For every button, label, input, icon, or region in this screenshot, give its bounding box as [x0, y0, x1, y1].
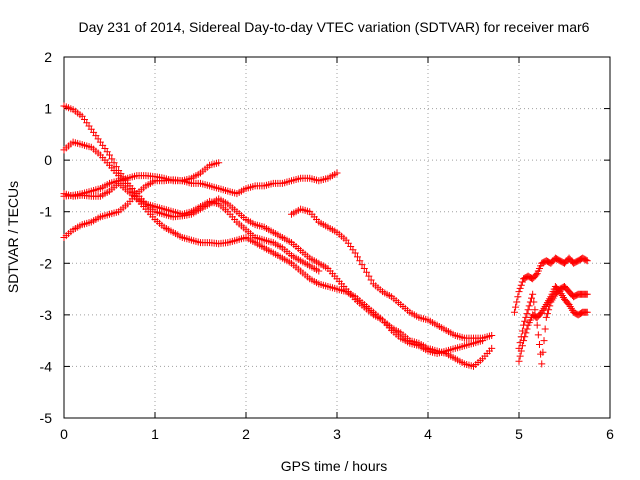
data-point: [106, 151, 113, 159]
y-tick-label: -3: [40, 307, 53, 323]
series-track-e: [60, 169, 341, 241]
data-point: [525, 302, 533, 310]
data-point: [110, 159, 118, 167]
data-point: [488, 331, 496, 339]
data-point: [532, 313, 540, 321]
data-point: [535, 341, 543, 349]
data-point: [356, 257, 364, 265]
data-point: [112, 163, 120, 171]
data-point: [515, 357, 523, 365]
series-track-i: [515, 282, 591, 368]
data-point: [513, 298, 521, 306]
x-tick-label: 0: [60, 426, 68, 442]
data-point: [538, 360, 546, 368]
data-point: [522, 313, 530, 321]
series-group: [60, 102, 591, 370]
data-point: [546, 302, 554, 310]
x-tick-label: 1: [151, 426, 159, 442]
x-tick-label: 6: [606, 426, 614, 442]
data-point: [517, 281, 525, 289]
data-point: [518, 278, 526, 286]
data-point: [516, 284, 524, 292]
data-point: [534, 331, 542, 339]
y-axis-ticks: -5 -4 -3 -2 -1 0 1 2: [40, 49, 610, 426]
y-tick-label: -5: [40, 410, 53, 426]
data-point: [545, 306, 553, 314]
data-point: [521, 317, 529, 325]
data-point: [541, 325, 549, 333]
data-point: [108, 155, 116, 163]
data-point: [510, 308, 518, 316]
y-tick-label: -1: [40, 204, 53, 220]
y-tick-label: 2: [44, 49, 52, 65]
data-point: [530, 298, 538, 306]
x-tick-label: 5: [515, 426, 523, 442]
series-track-c: [60, 179, 323, 275]
y-tick-label: -2: [40, 255, 53, 271]
data-point: [333, 169, 341, 177]
data-point: [539, 348, 547, 356]
data-point: [515, 344, 523, 352]
grid: [64, 57, 610, 418]
data-point: [529, 290, 537, 298]
y-tick-label: 1: [44, 101, 52, 117]
series-track-f: [288, 205, 496, 342]
series-track-d: [60, 159, 223, 200]
data-point: [582, 256, 590, 264]
data-point: [351, 249, 359, 257]
data-point: [531, 306, 539, 314]
data-point: [518, 327, 526, 335]
data-point: [540, 337, 548, 345]
data-point: [522, 329, 530, 337]
data-point: [583, 308, 591, 316]
data-point: [583, 257, 591, 265]
x-tick-label: 3: [333, 426, 341, 442]
series-track-a: [60, 102, 496, 370]
data-point: [514, 293, 522, 301]
x-tick-label: 4: [424, 426, 432, 442]
data-point: [515, 288, 523, 296]
data-point: [523, 310, 531, 318]
data-point: [524, 306, 532, 314]
data-point: [583, 290, 591, 298]
data-point: [512, 303, 520, 311]
x-axis-ticks: 0 1 2 3 4 5 6: [60, 57, 614, 442]
data-point: [358, 261, 366, 269]
x-tick-label: 2: [242, 426, 250, 442]
data-point: [517, 333, 525, 341]
data-point: [315, 267, 323, 275]
y-axis-label: SDTVAR / TECUs: [5, 181, 21, 293]
data-point: [365, 272, 373, 280]
data-point: [488, 344, 496, 352]
data-point: [215, 159, 223, 167]
data-point: [353, 253, 361, 261]
data-point: [516, 352, 524, 360]
data-point: [363, 268, 371, 276]
chart-title: Day 231 of 2014, Sidereal Day-to-day VTE…: [79, 19, 590, 35]
data-point: [532, 271, 540, 279]
series-track-h: [510, 254, 591, 316]
data-point: [360, 264, 368, 272]
data-point: [523, 325, 531, 333]
x-axis-label: GPS time / hours: [281, 458, 388, 474]
y-tick-label: -4: [40, 358, 53, 374]
data-point: [543, 310, 551, 318]
data-point: [520, 321, 528, 329]
y-tick-label: 0: [44, 152, 52, 168]
data-point: [542, 313, 550, 321]
data-point: [528, 294, 536, 302]
data-point: [516, 339, 524, 347]
data-point: [533, 321, 541, 329]
series-track-b: [60, 138, 487, 358]
data-point: [367, 276, 375, 284]
